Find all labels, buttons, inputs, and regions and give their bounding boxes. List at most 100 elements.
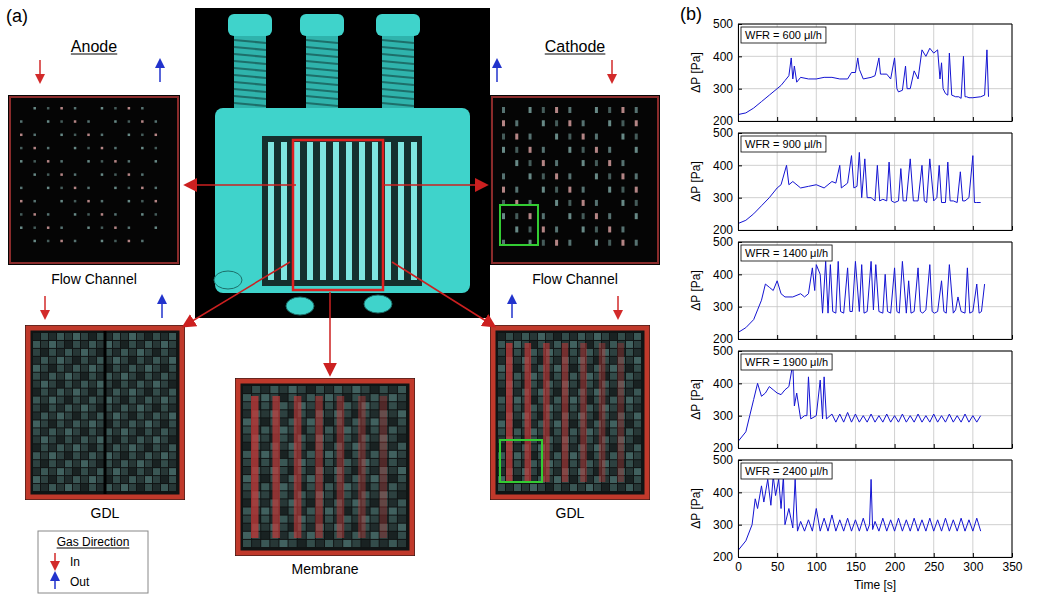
texture [398, 508, 406, 515]
water-spot [568, 107, 571, 113]
texture [169, 436, 176, 443]
water-spot [101, 226, 104, 229]
texture [554, 349, 561, 356]
y-axis: 200300400500 [713, 17, 742, 128]
y-grid-line [738, 351, 1012, 352]
texture [570, 452, 577, 459]
texture [169, 397, 176, 404]
water-spot [542, 107, 545, 113]
bolt-shaft [234, 36, 266, 110]
grid [738, 351, 1012, 448]
bolt-thread [306, 89, 338, 92]
plot-marks [738, 261, 985, 332]
y-grid-line [738, 165, 1012, 166]
water-spot [502, 134, 505, 140]
texture [498, 341, 505, 348]
water-spot [20, 187, 23, 190]
y-tick-label: 400 [713, 486, 733, 500]
texture [325, 427, 333, 434]
texture [153, 484, 160, 491]
texture [398, 524, 406, 531]
texture [161, 484, 168, 491]
texture [389, 443, 397, 450]
texture [129, 381, 136, 388]
water-spot [101, 107, 104, 110]
texture [169, 444, 176, 451]
texture [153, 389, 160, 396]
texture [398, 402, 406, 409]
texture [610, 341, 617, 348]
water-spot [87, 200, 90, 203]
texture [57, 341, 64, 348]
water-spot [595, 134, 598, 140]
channel-rib [307, 142, 313, 280]
texture [371, 427, 379, 434]
texture [41, 444, 48, 451]
cell-render [195, 8, 490, 318]
annotation-box [741, 354, 832, 370]
annotation: WFR = 2400 μl/h [741, 463, 832, 479]
pressure-line [738, 152, 981, 223]
texture [554, 365, 561, 372]
arrow [392, 262, 494, 326]
texture [137, 389, 144, 396]
x-axis: 050100150200250300350 [735, 553, 1023, 574]
texture [161, 397, 168, 404]
texture [343, 524, 351, 531]
y-tick-label: 400 [713, 268, 733, 282]
texture [65, 357, 72, 364]
water-spot [555, 187, 558, 193]
texture [279, 386, 287, 393]
texture [49, 397, 56, 404]
water-spot [595, 200, 598, 206]
texture [129, 484, 136, 491]
y-tick-label: 400 [713, 50, 733, 64]
texture [261, 540, 269, 547]
texture [137, 468, 144, 475]
texture [97, 436, 104, 443]
water-spot [582, 120, 585, 126]
texture [33, 484, 40, 491]
texture [81, 389, 88, 396]
texture [49, 357, 56, 364]
texture [389, 467, 397, 474]
texture [343, 410, 351, 417]
x-tick-mark [816, 226, 817, 230]
texture [289, 540, 297, 547]
water-spot [542, 240, 545, 246]
texture [570, 428, 577, 435]
texture [325, 467, 333, 474]
channel-rib [372, 142, 378, 280]
texture [33, 413, 40, 420]
underline [57, 548, 130, 549]
texture [578, 484, 585, 491]
water-spot [515, 213, 518, 219]
x-tick [855, 335, 856, 339]
channel-rib [320, 142, 326, 280]
texture [586, 468, 593, 475]
texture [570, 397, 577, 404]
x-tick-mark [777, 117, 778, 121]
texture [153, 333, 160, 340]
y-axis-line [738, 134, 739, 231]
chart: 200300400500050100150200250300350WFR = 2… [689, 453, 1023, 592]
texture [261, 435, 269, 442]
annotation-box [741, 245, 832, 261]
texture [634, 373, 641, 380]
texture [261, 427, 269, 434]
x-grid-line [1012, 242, 1013, 339]
texture [243, 475, 251, 482]
chart: 200300400500WFR = 1900 μl/hΔP [Pa] [689, 344, 1013, 455]
texture [89, 341, 96, 348]
x-tick [855, 117, 856, 121]
texture [570, 420, 577, 427]
texture [97, 333, 104, 340]
x-axis-line [739, 339, 1013, 340]
x-tick-label: 250 [924, 560, 944, 574]
y-tick: 300 [713, 409, 742, 423]
texture [279, 402, 287, 409]
x-tick-mark [777, 226, 778, 230]
x-tick: 150 [846, 553, 866, 574]
texture [145, 413, 152, 420]
texture [153, 420, 160, 427]
